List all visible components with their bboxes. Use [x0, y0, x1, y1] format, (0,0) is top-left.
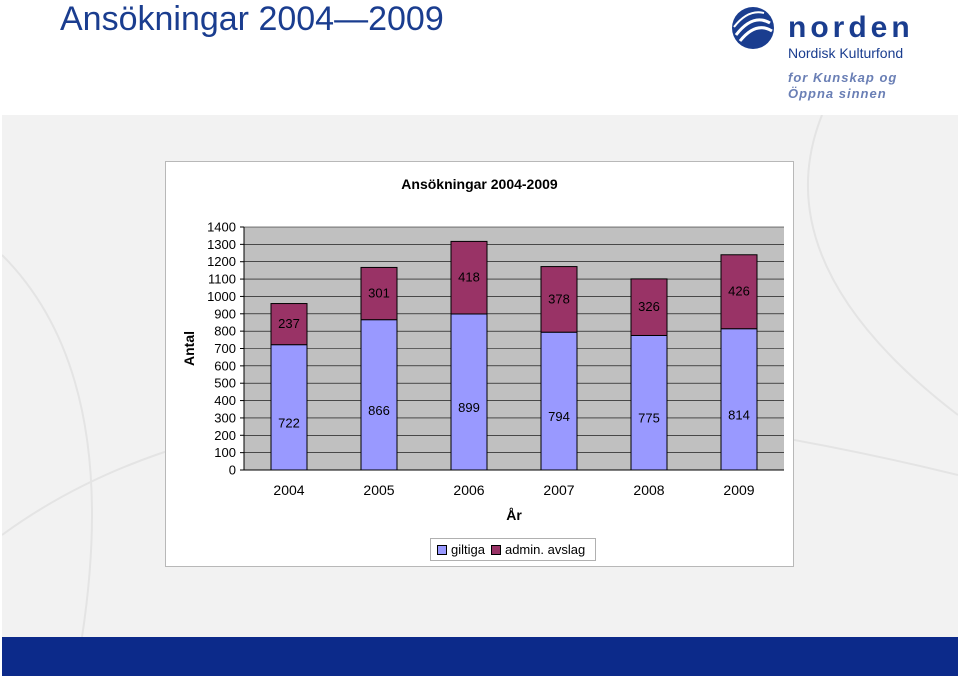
- chart-svg: 0 100 200 300 400 500 600 700 800 900 1000 1100 1200…: [181, 220, 784, 523]
- legend-label-admin: admin. avslag: [504, 542, 586, 557]
- bar-admin-2004: [270, 303, 308, 346]
- legend-item-giltiga: giltiga: [437, 542, 485, 557]
- legend: giltiga admin. avslag: [430, 538, 596, 561]
- y-tick-label: 700: [214, 341, 236, 356]
- y-tick-label: 1100: [208, 272, 236, 287]
- legend-swatch-giltiga: [437, 544, 447, 555]
- y-axis-label: Antal: [181, 331, 197, 366]
- slogan-line-1: for Kunskap og: [788, 70, 898, 85]
- bar-admin-2005: [360, 266, 398, 321]
- norden-logo: norden Nordisk Kulturfond for Kunskap og…: [730, 3, 950, 108]
- data-label: 866: [368, 403, 390, 418]
- x-tick-label: 2004: [273, 482, 304, 498]
- y-tick-label: 600: [214, 358, 236, 373]
- data-label: 794: [548, 409, 570, 424]
- bar-giltiga-2006: [450, 313, 488, 471]
- legend-item-admin: admin. avslag: [490, 542, 586, 557]
- slogan-line-2: Öppna sinnen: [788, 86, 887, 101]
- bar-admin-2009: [720, 254, 758, 330]
- bar-giltiga-2004: [270, 344, 308, 471]
- chart-container: Ansökningar 2004-2009 0 100 200 300 400 500 60…: [165, 161, 794, 567]
- bar-giltiga-2008: [630, 334, 668, 471]
- chart-title: Ansökningar 2004-2009: [401, 176, 558, 192]
- data-label: 899: [458, 400, 480, 415]
- data-label: 814: [728, 407, 750, 422]
- y-tick-label: 200: [214, 428, 236, 443]
- y-tick-label: 0: [229, 463, 236, 478]
- footer-bar: [2, 637, 958, 676]
- data-label: 301: [368, 286, 390, 301]
- y-tick-label: 300: [214, 410, 236, 425]
- y-tick-label: 500: [214, 376, 236, 391]
- data-label: 378: [548, 291, 570, 306]
- bar-admin-2008: [630, 278, 668, 336]
- data-label: 326: [638, 299, 660, 314]
- bar-giltiga-2009: [720, 328, 758, 471]
- y-tick-label: 1000: [207, 289, 236, 304]
- bar-giltiga-2005: [360, 319, 398, 471]
- x-tick-label: 2007: [543, 482, 574, 498]
- x-tick-label: 2008: [633, 482, 664, 498]
- x-tick-label: 2006: [453, 482, 484, 498]
- slide-title: Ansökningar 2004—2009: [60, 0, 444, 38]
- legend-swatch-admin: [490, 544, 501, 555]
- y-tick-label: 900: [214, 306, 236, 321]
- y-tick-label: 100: [214, 445, 236, 460]
- logo-subtitle: Nordisk Kulturfond: [788, 45, 904, 61]
- x-tick-label: 2005: [363, 482, 394, 498]
- globe-logo-icon: [732, 7, 774, 49]
- data-label: 237: [278, 316, 300, 331]
- data-label: 426: [728, 284, 750, 299]
- y-tick-label: 800: [214, 324, 236, 339]
- data-label: 775: [638, 411, 660, 426]
- logo-wordmark: norden: [788, 11, 914, 44]
- x-axis-label: År: [506, 507, 522, 523]
- y-tick-label: 400: [214, 393, 236, 408]
- y-tick-label: 1300: [207, 237, 236, 252]
- bar-admin-2006: [450, 240, 488, 315]
- y-tick-label: 1200: [207, 254, 236, 269]
- bar-giltiga-2007: [540, 331, 578, 471]
- legend-label-giltiga: giltiga: [451, 542, 485, 557]
- data-label: 418: [458, 270, 480, 285]
- y-tick-label: 1400: [207, 220, 236, 235]
- bar-admin-2007: [540, 266, 578, 333]
- x-tick-label: 2009: [723, 482, 754, 498]
- logo-slogan: for Kunskap og Öppna sinnen: [788, 70, 897, 102]
- data-label: 722: [278, 415, 300, 430]
